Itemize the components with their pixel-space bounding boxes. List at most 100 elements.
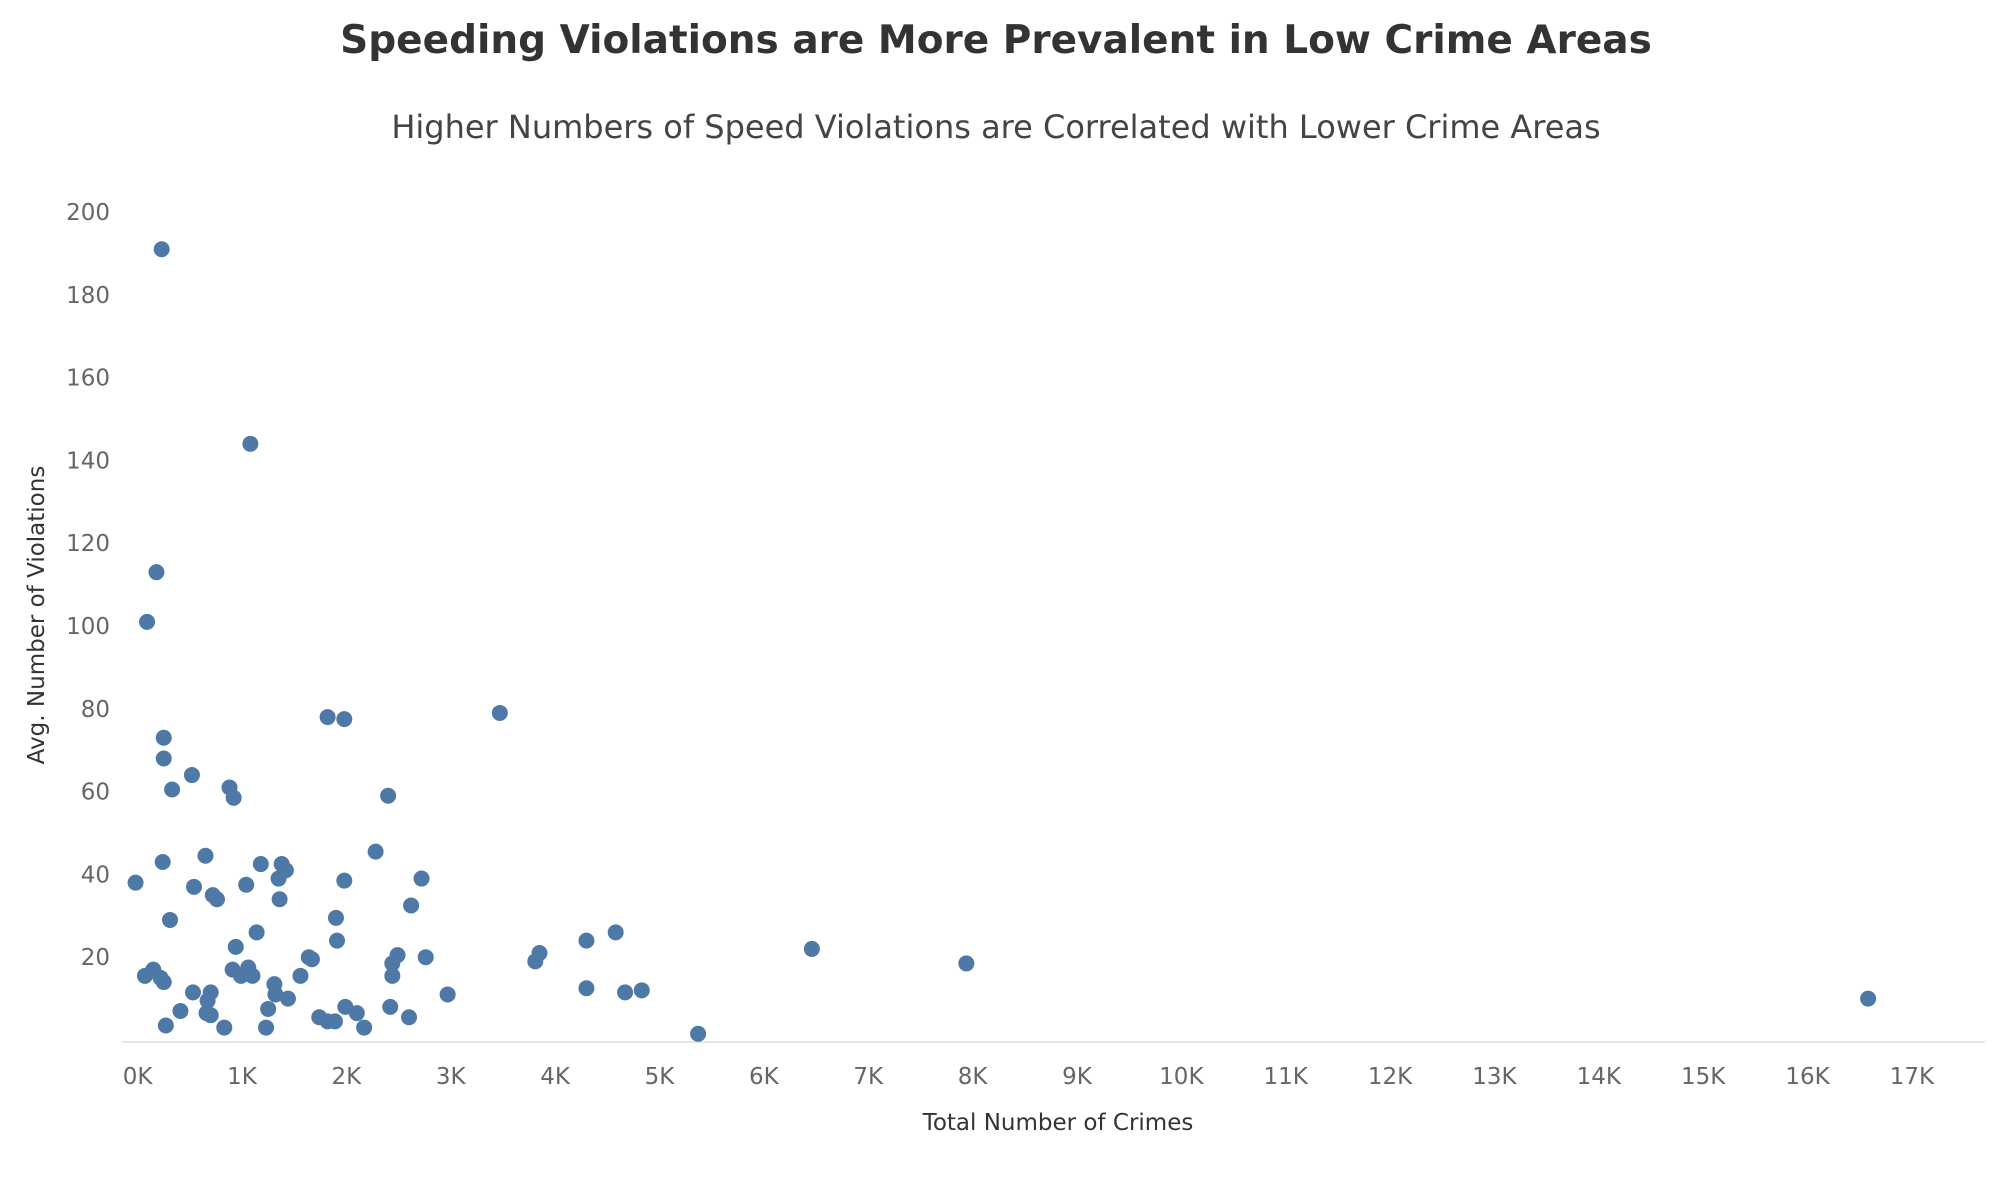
x-tick-label: 11K	[1264, 1064, 1309, 1090]
x-tick-label: 1K	[227, 1064, 258, 1090]
x-tick-label: 2K	[332, 1064, 363, 1090]
x-tick-label: 13K	[1472, 1064, 1517, 1090]
data-point	[607, 924, 624, 941]
data-point	[186, 878, 203, 895]
data-point	[216, 1019, 233, 1036]
x-tick-label: 16K	[1785, 1064, 1830, 1090]
y-tick-label: 40	[81, 862, 110, 888]
data-point	[242, 435, 259, 452]
data-point	[157, 1017, 174, 1034]
data-point	[319, 709, 336, 726]
data-point	[384, 955, 401, 972]
data-point	[348, 1005, 365, 1022]
data-point	[633, 982, 650, 999]
data-point	[413, 870, 430, 887]
data-point	[248, 924, 265, 941]
x-tick-label: 10K	[1159, 1064, 1204, 1090]
data-point	[327, 909, 344, 926]
data-point	[326, 1013, 343, 1030]
data-point	[155, 729, 172, 746]
data-point	[172, 1003, 189, 1020]
data-point	[258, 1019, 275, 1036]
data-point	[384, 967, 401, 984]
data-point	[244, 967, 261, 984]
y-tick-label: 140	[66, 448, 110, 474]
data-point	[439, 986, 456, 1003]
data-point	[162, 911, 179, 928]
data-point	[958, 955, 975, 972]
x-tick-label: 8K	[958, 1064, 989, 1090]
data-point	[127, 874, 144, 891]
x-tick-label: 0K	[123, 1064, 154, 1090]
data-point	[153, 241, 170, 258]
data-point	[184, 984, 201, 1001]
x-tick-label: 12K	[1368, 1064, 1413, 1090]
data-point	[578, 932, 595, 949]
data-point	[227, 938, 244, 955]
data-point	[367, 843, 384, 860]
y-tick-label: 120	[66, 531, 110, 557]
x-tick-label: 7K	[853, 1064, 884, 1090]
data-point	[139, 613, 156, 630]
data-point	[267, 986, 284, 1003]
data-point	[270, 870, 287, 887]
data-point	[578, 980, 595, 997]
data-point	[136, 967, 153, 984]
data-point	[303, 951, 320, 968]
x-tick-label: 9K	[1062, 1064, 1093, 1090]
data-point	[155, 974, 172, 991]
data-point	[356, 1019, 373, 1036]
y-tick-label: 160	[66, 366, 110, 392]
data-point	[336, 872, 353, 889]
data-point	[154, 853, 171, 870]
data-point	[232, 967, 249, 984]
data-points	[127, 241, 1877, 1042]
data-point	[401, 1009, 418, 1026]
data-point	[417, 949, 434, 966]
data-point	[491, 704, 508, 721]
data-point	[617, 984, 634, 1001]
data-point	[225, 789, 242, 806]
data-point	[208, 891, 225, 908]
x-axis-ticks: 0K 1K 2K 3K 4K 5K 6K 7K 8K 9K 10K 11K 12K 13K 14K 15K 16…	[123, 1064, 1935, 1090]
x-axis-title: Total Number of Crimes	[922, 1110, 1194, 1136]
data-point	[148, 564, 165, 581]
data-point	[336, 711, 353, 728]
x-tick-label: 17K	[1890, 1064, 1935, 1090]
data-point	[260, 1000, 277, 1017]
data-point	[382, 998, 399, 1015]
x-tick-label: 15K	[1681, 1064, 1726, 1090]
data-point	[292, 967, 309, 984]
y-axis-title: Avg. Number of Violations	[24, 466, 50, 765]
y-tick-label: 200	[66, 200, 110, 226]
x-tick-label: 4K	[540, 1064, 571, 1090]
data-point	[803, 940, 820, 957]
data-point	[202, 1007, 219, 1024]
y-tick-label: 100	[66, 614, 110, 640]
x-tick-label: 3K	[436, 1064, 467, 1090]
data-point	[279, 990, 296, 1007]
data-point	[329, 932, 346, 949]
data-point	[197, 847, 214, 864]
y-axis-ticks: 20 40 60 80 100 120 140 160 180 200	[66, 200, 110, 971]
data-point	[183, 767, 200, 784]
chart-title: Speeding Violations are More Prevalent i…	[340, 18, 1652, 63]
data-point	[527, 953, 544, 970]
x-tick-label: 6K	[749, 1064, 780, 1090]
data-point	[199, 992, 216, 1009]
data-point	[1860, 990, 1877, 1007]
chart-subtitle: Higher Numbers of Speed Violations are C…	[391, 108, 1601, 146]
data-point	[380, 787, 397, 804]
y-tick-label: 180	[66, 283, 110, 309]
data-point	[690, 1025, 707, 1042]
x-tick-label: 14K	[1577, 1064, 1622, 1090]
y-tick-label: 60	[81, 780, 110, 806]
data-point	[271, 891, 288, 908]
data-point	[252, 856, 269, 873]
data-point	[155, 750, 172, 767]
y-tick-label: 80	[81, 697, 110, 723]
data-point	[403, 897, 420, 914]
data-point	[238, 876, 255, 893]
x-tick-label: 5K	[645, 1064, 676, 1090]
